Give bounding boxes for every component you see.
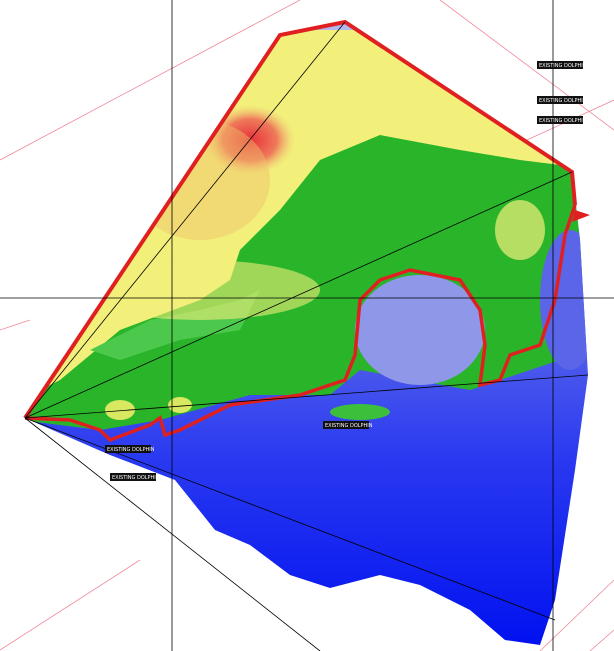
label: EXISTING DOLPHIN bbox=[112, 475, 160, 481]
label-box bbox=[537, 116, 583, 124]
label: EXISTING DOLPHIN bbox=[539, 63, 587, 69]
label-box bbox=[323, 421, 369, 429]
arrow bbox=[572, 210, 590, 222]
label-box bbox=[537, 96, 583, 104]
depth-contour bbox=[24, 204, 577, 443]
labels: EXISTING DOLPHIN EXISTING DOLPHIN EXISTING… bbox=[105, 61, 587, 481]
label-box bbox=[105, 445, 151, 453]
label: EXISTING DOLPHIN bbox=[325, 423, 373, 429]
label-box bbox=[537, 61, 583, 69]
label: EXISTING DOLPHIN bbox=[539, 98, 587, 104]
label: EXISTING DOLPHIN bbox=[107, 447, 155, 453]
label: EXISTING DOLPHIN bbox=[539, 118, 587, 124]
label-box bbox=[110, 473, 156, 481]
